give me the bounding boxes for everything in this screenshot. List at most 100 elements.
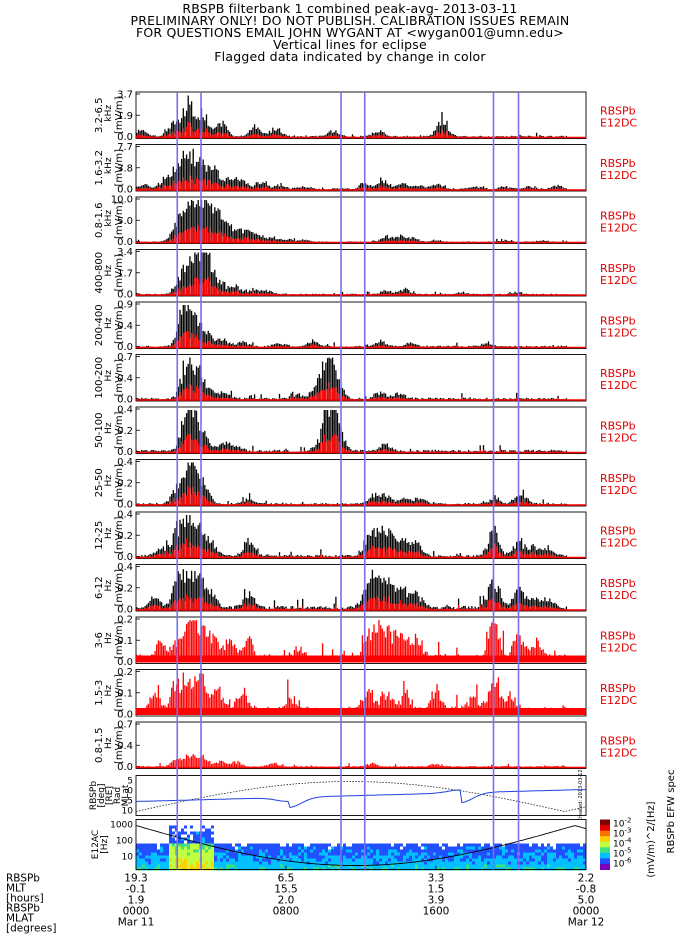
spectrogram-cell	[409, 852, 412, 856]
spectrogram-cell	[409, 849, 412, 853]
spectrogram-cell	[388, 858, 391, 862]
band-unit: kHz	[104, 105, 114, 122]
spectrogram-cell	[511, 861, 514, 865]
spectrogram-cell	[526, 849, 529, 853]
spectrogram-cell	[436, 849, 439, 853]
spectrogram-cell	[196, 831, 199, 835]
spectrogram-cell	[445, 852, 448, 856]
spectrogram-cell	[151, 858, 154, 862]
spectrogram-cell	[583, 849, 586, 853]
spectrogram-cell	[157, 858, 160, 862]
spectrogram-cell	[256, 861, 259, 865]
spectrogram-cell	[568, 855, 571, 859]
spectrogram-cell	[310, 864, 313, 868]
spectrogram-cell	[223, 861, 226, 865]
spectrogram-cell	[346, 855, 349, 859]
creation-stamp: Created: 2013-03-12	[578, 769, 584, 821]
spectrogram-cell	[298, 846, 301, 850]
spectrogram-cell	[514, 843, 517, 847]
spectrogram-cell	[544, 867, 547, 871]
spectrogram-cell	[232, 855, 235, 859]
spectrogram-cell	[394, 858, 397, 862]
spectrogram-cell	[406, 855, 409, 859]
spectrogram-cell	[334, 858, 337, 862]
spectrogram-cell	[394, 849, 397, 853]
spectrogram-cell	[433, 861, 436, 865]
spectrogram-cell	[277, 861, 280, 865]
spectrogram-cell	[556, 849, 559, 853]
spectrogram-cell	[496, 867, 499, 871]
spectrogram-cell	[211, 843, 214, 847]
y-tick-label: 0.0	[117, 237, 133, 248]
spectrogram-cell	[583, 852, 586, 856]
spectrogram-cell	[580, 867, 583, 871]
spectrogram-cell	[298, 855, 301, 859]
spectrogram-cell	[562, 849, 565, 853]
spectrogram-cell	[406, 858, 409, 862]
spectrogram-cell	[403, 852, 406, 856]
spectrogram-cell	[196, 849, 199, 853]
spectrogram-cell	[211, 864, 214, 868]
spectrogram-cell	[460, 852, 463, 856]
spectrogram-cell	[523, 864, 526, 868]
spectrogram-cell	[163, 855, 166, 859]
spectrogram-cell	[172, 861, 175, 865]
spectrogram-cell	[331, 855, 334, 859]
spectrogram-cell	[202, 858, 205, 862]
spectrogram-cell	[382, 852, 385, 856]
spectrogram-cell	[166, 843, 169, 847]
spectrogram-cell	[382, 843, 385, 847]
spectrogram-cell	[172, 843, 175, 847]
spectrogram-cell	[541, 867, 544, 871]
spectrogram-cell	[256, 846, 259, 850]
spectrogram-cell	[142, 852, 145, 856]
spectrogram-cell	[487, 867, 490, 871]
y-unit-label: [mV/m]	[114, 359, 125, 397]
spectrogram-cell	[211, 861, 214, 865]
spectrogram-cell	[193, 864, 196, 868]
spectrogram-cell	[205, 831, 208, 835]
spectrogram-cell	[565, 855, 568, 859]
y-tick-label: 0.0	[117, 395, 133, 406]
spectrogram-cell	[181, 831, 184, 835]
spectrogram-cell	[487, 852, 490, 856]
spectrogram-cell	[256, 843, 259, 847]
spectrogram-cell	[256, 849, 259, 853]
y-tick-label: 0.0	[117, 290, 133, 301]
spectrogram-cell	[436, 855, 439, 859]
spectrogram-cell	[496, 849, 499, 853]
spectrogram-cell	[553, 861, 556, 865]
y-tick-label: 7.7	[117, 142, 133, 153]
spectrogram-cell	[460, 855, 463, 859]
spectrogram-cell	[214, 855, 217, 859]
spectrogram-cell	[337, 855, 340, 859]
spectrogram-cell	[262, 843, 265, 847]
spectrogram-cell	[334, 867, 337, 871]
spectrogram-cell	[280, 861, 283, 865]
spectrogram-cell	[331, 867, 334, 871]
spectrogram-cell	[283, 864, 286, 868]
sat-label: RBSPb	[600, 524, 636, 537]
spectrogram-cell	[394, 843, 397, 847]
spectrogram-cell	[208, 843, 211, 847]
spectrogram-cell	[520, 852, 523, 856]
spectrogram-cell	[541, 855, 544, 859]
spectrogram-cell	[229, 867, 232, 871]
spectrogram-cell	[355, 861, 358, 865]
spectrogram-cell	[220, 864, 223, 868]
spectrogram-cell	[325, 864, 328, 868]
spectrogram-cell	[391, 861, 394, 865]
spectrogram-cell	[502, 855, 505, 859]
spectrogram-cell	[355, 846, 358, 850]
spectrogram-cell	[445, 858, 448, 862]
spectrogram-cell	[421, 849, 424, 853]
spectrogram-cell	[451, 858, 454, 862]
spectrogram-cell	[160, 858, 163, 862]
spectrogram-cell	[253, 849, 256, 853]
spectrogram-cell	[154, 861, 157, 865]
spectrogram-cell	[139, 867, 142, 871]
spectrogram-cell	[448, 849, 451, 853]
x-axis-value: 19.3	[124, 873, 147, 885]
